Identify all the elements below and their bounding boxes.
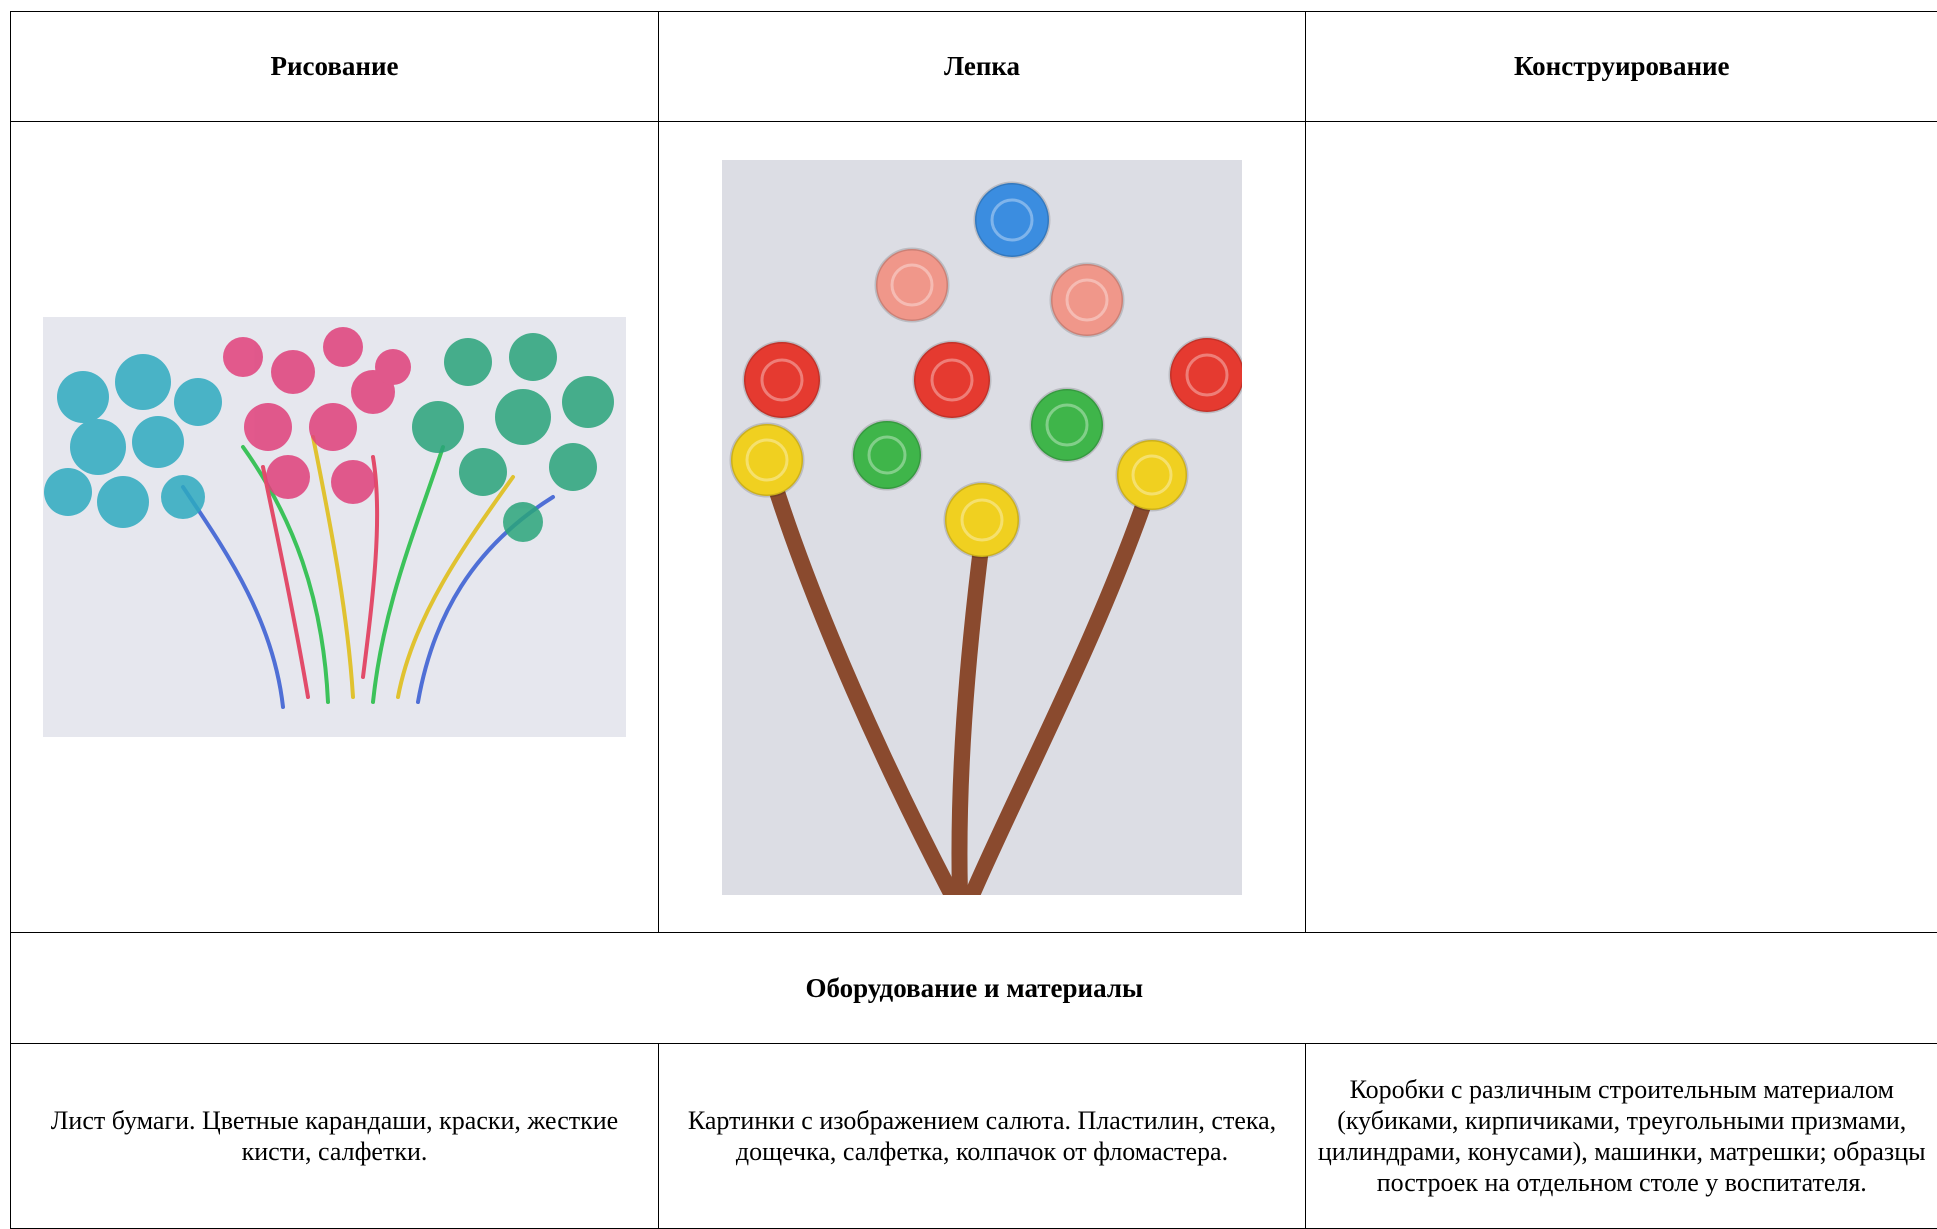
materials-row: Лист бумаги. Цветные карандаши, краски, … bbox=[11, 1044, 1937, 1229]
materials-cell: Картинки с изображением салюта. Пластили… bbox=[659, 1044, 1306, 1229]
modeling-photo bbox=[722, 160, 1242, 895]
table: Рисование Лепка Конструирование bbox=[10, 11, 1937, 1229]
header-row: Рисование Лепка Конструирование bbox=[11, 12, 1937, 122]
image-cell bbox=[11, 122, 659, 933]
image-cell bbox=[659, 122, 1306, 933]
drawing-photo bbox=[43, 317, 626, 737]
header-cell: Конструирование bbox=[1306, 12, 1937, 122]
materials-cell: Коробки с различным строительным материа… bbox=[1306, 1044, 1937, 1229]
image-cell bbox=[1306, 122, 1937, 933]
image-row bbox=[11, 122, 1937, 933]
materials-cell: Лист бумаги. Цветные карандаши, краски, … bbox=[11, 1044, 659, 1229]
header-cell: Рисование bbox=[11, 12, 659, 122]
section-title: Оборудование и материалы bbox=[11, 933, 1937, 1044]
header-cell: Лепка bbox=[659, 12, 1306, 122]
section-row: Оборудование и материалы bbox=[11, 933, 1937, 1044]
